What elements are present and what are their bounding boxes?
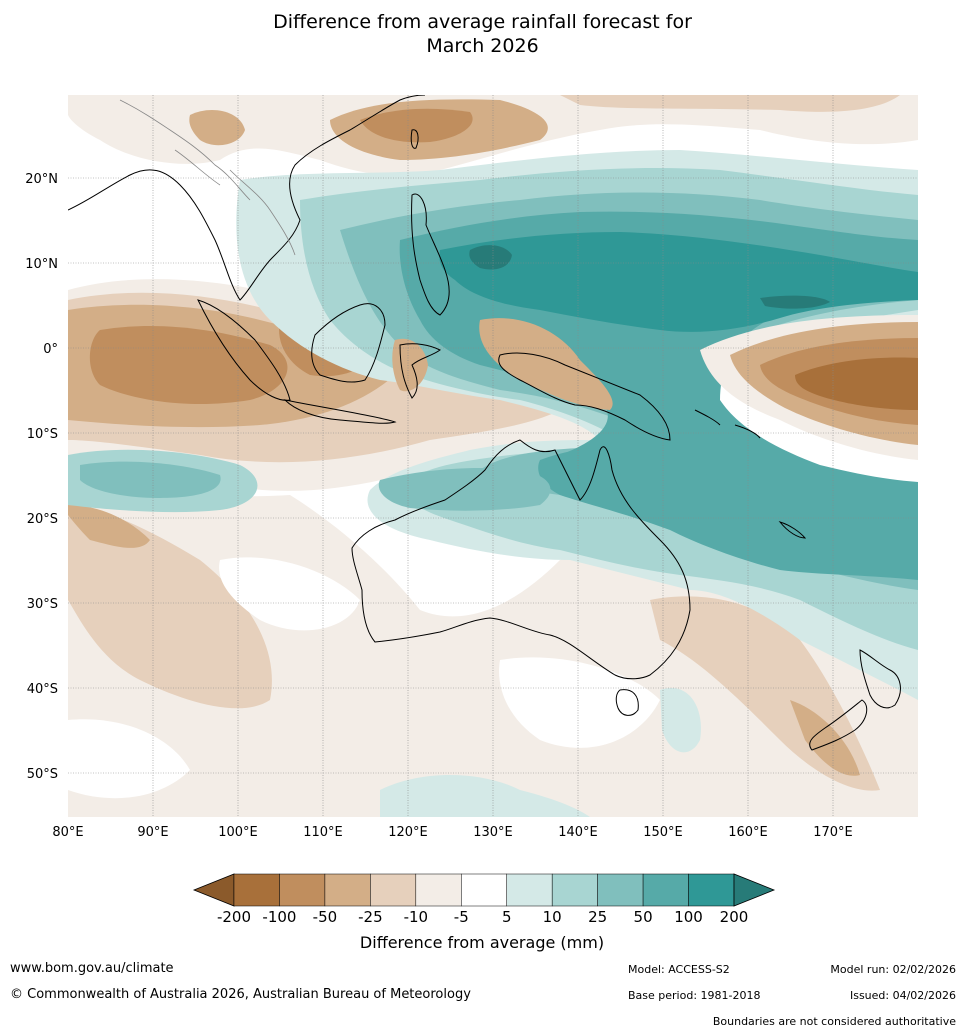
colorbar-title: Difference from average (mm): [360, 933, 604, 952]
asia-mainland-coast: [68, 95, 426, 301]
colorbar-extend-low: [192, 873, 235, 907]
dry-north-far: [560, 95, 900, 112]
white-south-hole-2: [499, 657, 660, 748]
sulawesi-coast: [399, 343, 441, 399]
taiwan-coast: [410, 129, 419, 149]
colorbar-tick-label: -100: [262, 908, 296, 926]
wet-tasman-patch: [660, 688, 701, 753]
new-guinea-coast: [498, 352, 671, 441]
lat-label: 30°S: [27, 597, 58, 612]
lat-label: 0°: [43, 342, 58, 357]
colorbar-tick-label: -10: [404, 908, 429, 926]
lon-label: 130°E: [473, 825, 513, 840]
dry-indochina: [189, 110, 245, 146]
new-zealand-north: [859, 649, 901, 709]
white-south-hole-1: [219, 557, 360, 631]
sumatra-coast: [197, 299, 291, 401]
wet-pacific-max-2: [760, 295, 830, 309]
new-caledonia: [778, 521, 807, 539]
colorbar-tick-label: 50: [634, 908, 653, 926]
colorbar-extend-high: [733, 873, 776, 907]
colorbar-tick-label: -25: [358, 908, 383, 926]
map-title-line2: March 2026: [426, 35, 539, 57]
dry-anomaly-south-east-core: [790, 700, 860, 776]
colorbar-tick-label: 100: [674, 908, 703, 926]
lon-label: 160°E: [728, 825, 768, 840]
latitude-labels: 20°N 10°N 0° 10°S 20°S 30°S 40°S 50°S: [25, 172, 58, 782]
dry-new-guinea: [479, 318, 613, 410]
map-title-line1: Difference from average rainfall forecas…: [273, 11, 692, 33]
wet-south-patch: [380, 775, 590, 817]
lat-label: 20°N: [25, 172, 58, 187]
colorbar-tick-labels: -200 -100 -50 -25 -10 -5 5 10 25 50 100 200: [217, 908, 748, 926]
colorbar-tick-label: 10: [543, 908, 562, 926]
white-south-hole-3: [68, 719, 190, 799]
java-coast: [283, 399, 397, 424]
wet-indian-ocean-core: [80, 461, 221, 498]
graticule: [68, 95, 918, 817]
dry-sulawesi: [392, 338, 428, 392]
colorbar-bin: [233, 873, 280, 907]
model-run-text: Model run: 02/02/2026: [830, 963, 956, 976]
dry-north-core: [360, 108, 473, 143]
borneo-coast: [311, 303, 386, 383]
model-text: Model: ACCESS-S2: [628, 963, 730, 976]
solomon-islands: [694, 409, 761, 439]
lon-label: 120°E: [388, 825, 428, 840]
lon-label: 100°E: [218, 825, 258, 840]
colorbar-tick-label: 200: [720, 908, 749, 926]
colorbar-tick-label: -200: [217, 908, 251, 926]
lat-label: 20°S: [27, 512, 58, 527]
colorbar-bin: [279, 873, 326, 907]
colorbar-bin: [370, 873, 417, 907]
colorbar-bin: [551, 873, 598, 907]
colorbar-bin: [688, 873, 735, 907]
lon-label: 170°E: [813, 825, 853, 840]
tasmania-coast: [615, 689, 639, 716]
copyright-text: © Commonwealth of Australia 2026, Austra…: [10, 987, 471, 1002]
lon-label: 90°E: [137, 825, 168, 840]
coastlines: [68, 95, 901, 751]
wet-pacific-max-1: [469, 245, 512, 270]
colorbar-bin: [461, 873, 507, 907]
colorbar-bin: [597, 873, 644, 907]
lon-label: 110°E: [303, 825, 343, 840]
colorbar-tick-label: -50: [313, 908, 338, 926]
lat-label: 10°N: [25, 257, 58, 272]
country-borders: [119, 99, 296, 256]
lon-label: 150°E: [643, 825, 683, 840]
colorbar-bin: [415, 873, 462, 907]
wet-australia-mid: [378, 468, 551, 511]
lon-label: 140°E: [558, 825, 598, 840]
dry-east-core2: [795, 357, 918, 410]
philippines-coast: [411, 193, 450, 316]
issued-date-text: Issued: 04/02/2026: [849, 989, 956, 1002]
lat-label: 50°S: [27, 767, 58, 782]
colorbar-bin: [506, 873, 553, 907]
colorbar-bin: [324, 873, 371, 907]
new-zealand-south: [809, 699, 868, 751]
wet-australia-north: [538, 448, 918, 580]
colorbar: [192, 873, 776, 907]
lat-label: 40°S: [27, 682, 58, 697]
longitude-labels: 80°E 90°E 100°E 110°E 120°E 130°E 140°E …: [52, 825, 852, 840]
colorbar-tick-label: 25: [588, 908, 607, 926]
colorbar-tick-label: 5: [502, 908, 512, 926]
colorbar-tick-label: -5: [454, 908, 469, 926]
website-link[interactable]: www.bom.gov.au/climate: [10, 961, 174, 976]
lon-label: 80°E: [52, 825, 83, 840]
lat-label: 10°S: [27, 427, 58, 442]
disclaimer-text: Boundaries are not considered authoritat…: [712, 1015, 956, 1028]
base-period-text: Base period: 1981-2018: [628, 989, 761, 1002]
dry-anomaly-south-mid: [68, 505, 272, 709]
colorbar-bin: [642, 873, 689, 907]
australia-coast: [351, 439, 691, 680]
dry-anomaly-south-core: [68, 505, 150, 548]
